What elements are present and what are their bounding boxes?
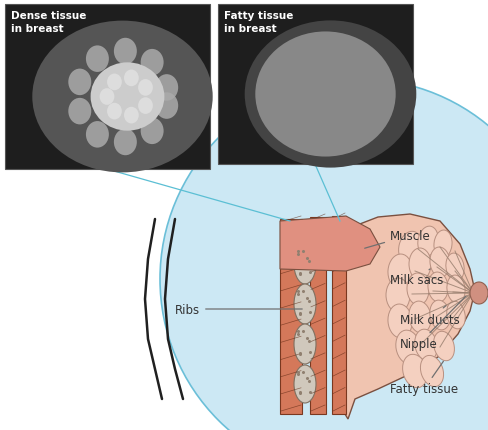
Ellipse shape [408,301,430,333]
Ellipse shape [385,278,409,312]
Ellipse shape [387,304,411,338]
Polygon shape [280,216,379,271]
Ellipse shape [155,75,178,101]
Text: Nipple: Nipple [399,296,465,351]
Polygon shape [339,215,474,419]
Ellipse shape [402,354,427,388]
Ellipse shape [114,129,137,156]
Ellipse shape [398,232,421,263]
Ellipse shape [433,230,451,258]
Ellipse shape [446,301,464,329]
Text: Ribs: Ribs [175,303,302,316]
Ellipse shape [114,39,137,65]
Polygon shape [280,219,302,414]
Ellipse shape [469,283,487,304]
Ellipse shape [90,63,164,131]
Ellipse shape [100,89,114,106]
Ellipse shape [293,244,315,284]
Ellipse shape [427,272,447,302]
Text: Dense tissue: Dense tissue [11,11,86,21]
Text: Fatty tissue: Fatty tissue [224,11,293,21]
Ellipse shape [32,22,212,173]
Ellipse shape [141,118,163,145]
Ellipse shape [408,249,430,280]
Ellipse shape [395,330,419,364]
Ellipse shape [107,74,122,91]
Ellipse shape [255,32,395,157]
Text: Fatty tissue: Fatty tissue [389,362,457,396]
Ellipse shape [433,332,453,361]
Ellipse shape [446,276,464,303]
Ellipse shape [138,98,153,115]
Ellipse shape [155,93,178,120]
Ellipse shape [141,50,163,76]
Text: in breast: in breast [11,24,63,34]
Text: Milk ducts: Milk ducts [399,306,459,326]
Ellipse shape [124,71,139,87]
Ellipse shape [429,247,449,277]
Ellipse shape [293,284,315,324]
Text: Milk sacs: Milk sacs [389,269,443,286]
Bar [218,5,412,165]
Bar [5,5,209,169]
Ellipse shape [387,255,411,288]
Ellipse shape [244,22,415,168]
Ellipse shape [138,80,153,96]
Ellipse shape [293,324,315,364]
Ellipse shape [293,365,315,403]
Polygon shape [331,216,346,414]
Text: in breast: in breast [224,24,276,34]
Ellipse shape [68,69,91,96]
Ellipse shape [445,254,463,281]
Ellipse shape [86,122,109,148]
Ellipse shape [406,273,428,305]
Ellipse shape [107,104,122,120]
Polygon shape [309,218,325,414]
Ellipse shape [414,329,436,361]
Ellipse shape [124,108,139,124]
Ellipse shape [68,98,91,125]
Ellipse shape [86,46,109,73]
Ellipse shape [417,227,437,256]
Text: Muscle: Muscle [364,229,430,249]
Circle shape [160,80,488,430]
Ellipse shape [420,356,443,387]
Ellipse shape [429,301,449,330]
